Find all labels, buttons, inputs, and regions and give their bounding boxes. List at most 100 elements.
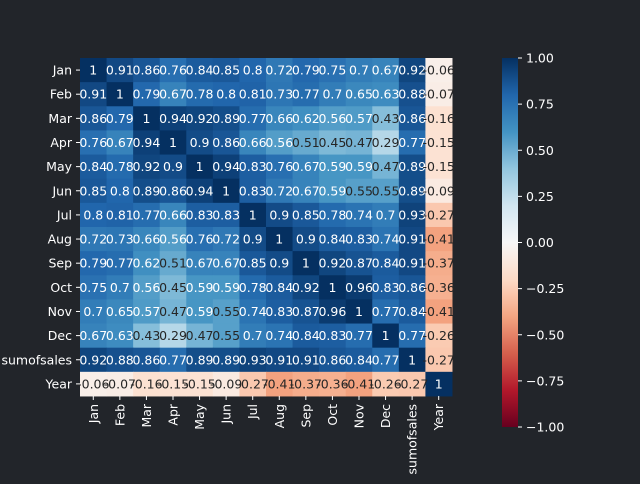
cell-value-label: -0.41 [423,232,455,247]
cell-value-label: 1 [355,304,363,319]
cell-value-label: 0.67 [79,328,107,343]
cell-value-label: 0.57 [345,111,373,126]
cell-value-label: 0.88 [106,352,134,367]
cell-value-label: 0.67 [106,135,134,150]
heatmap-cells [80,58,452,396]
y-axis: JanFebMarAprMayJunJulAugSepOctNovDecsumo… [1,63,80,392]
x-tick-label: Aug [272,404,287,428]
cell-value-label: 0.56 [265,135,293,150]
cell-value-label: 0.91 [106,63,134,78]
cell-value-label: 0.59 [186,280,214,295]
cell-value-label: 0.77 [292,87,320,102]
cell-value-label: 0.84 [292,328,320,343]
cell-value-label: 0.77 [159,352,187,367]
y-tick-label: Feb [50,87,72,102]
cell-value-label: 0.91 [292,352,320,367]
cell-value-label: 0.86 [133,352,161,367]
colorbar-tick-label: 1.00 [526,51,554,66]
cell-value-label: 1 [435,376,443,391]
cell-value-label: 0.62 [133,256,161,271]
cell-value-label: 0.76 [159,63,187,78]
cell-value-label: 0.51 [159,256,187,271]
cell-value-label: 0.81 [239,87,267,102]
cell-value-label: 1 [382,328,390,343]
cell-value-label: 0.73 [106,232,134,247]
cell-value-label: 0.62 [292,111,320,126]
cell-value-label: 0.63 [106,328,134,343]
cell-value-label: 0.73 [265,87,293,102]
cell-value-label: 0.83 [372,280,400,295]
cell-value-label: 0.72 [265,183,293,198]
cell-value-label: 0.83 [265,304,293,319]
cell-value-label: 0.91 [265,352,293,367]
cell-value-label: 0.59 [186,304,214,319]
cell-value-label: 0.67 [292,183,320,198]
colorbar: 1.00 0.75 0.50 0.25 0.00 −0.25 −0.50 −0.75 −1.00 [502,51,564,435]
cell-value-label: 0.7 [83,304,103,319]
cell-value-label: 0.94 [212,159,240,174]
cell-value-label: 0.78 [239,280,267,295]
cell-value-label: 0.84 [79,159,107,174]
cell-value-label: 0.84 [345,352,373,367]
cell-value-label: 0.96 [318,304,346,319]
cell-value-label: 0.55 [372,183,400,198]
cell-value-label: 0.78 [318,207,346,222]
colorbar-tick-label: −0.50 [526,327,564,342]
cell-value-label: 0.72 [265,63,293,78]
cell-value-label: -0.06 [423,63,455,78]
cell-value-label: 0.9 [269,207,289,222]
cell-value-label: 0.43 [133,328,161,343]
cell-value-label: 0.89 [212,111,240,126]
cell-value-label: 0.83 [239,183,267,198]
cell-value-label: 1 [328,280,336,295]
cell-value-label: 0.67 [212,256,240,271]
cell-value-label: 0.47 [186,328,214,343]
colorbar-tick-label: 0.00 [526,235,554,250]
y-tick-label: Aug [48,232,72,247]
cell-value-label: 0.72 [212,232,240,247]
cell-value-label: 0.93 [239,352,267,367]
y-tick-label: Apr [50,135,72,150]
cell-value-label: 0.75 [318,63,346,78]
cell-value-label: 0.94 [159,111,187,126]
cell-value-label: 0.67 [372,63,400,78]
cell-value-label: 1 [222,183,230,198]
cell-value-label: 0.86 [212,135,240,150]
cell-value-label: 0.76 [79,135,107,150]
cell-value-label: 0.56 [133,280,161,295]
cell-value-label: 0.65 [106,304,134,319]
cell-value-label: 0.83 [186,207,214,222]
cell-value-label: 0.77 [372,352,400,367]
cell-value-label: 0.45 [318,135,346,150]
cell-value-label: 0.85 [212,63,240,78]
cell-value-label: 0.86 [159,183,187,198]
cell-value-label: 0.83 [345,232,373,247]
cell-value-label: 0.72 [79,232,107,247]
cell-value-label: -0.27 [396,376,428,391]
cell-value-label: 0.59 [318,183,346,198]
y-tick-label: Nov [48,304,73,319]
y-tick-label: Oct [50,280,72,295]
cell-value-label: 0.83 [239,159,267,174]
colorbar-tick-label: 0.75 [526,97,554,112]
cell-value-label: 0.7 [110,280,130,295]
cell-value-label: 0.59 [345,159,373,174]
y-tick-label: May [46,159,72,174]
y-tick-label: Year [45,376,73,391]
cell-value-label: 0.79 [106,111,134,126]
cell-value-label: 0.9 [190,135,210,150]
cell-value-label: 0.8 [243,63,263,78]
cell-value-label: 0.76 [265,159,293,174]
cell-value-label: -0.16 [423,111,455,126]
cell-value-label: 0.89 [186,352,214,367]
cell-value-label: 0.65 [345,87,373,102]
x-tick-label: sumofsales [405,404,420,475]
cell-value-label: 0.55 [345,183,373,198]
cell-value-label: 0.77 [239,111,267,126]
cell-value-label: 0.85 [239,256,267,271]
cell-value-label: -0.15 [423,159,455,174]
x-axis: Jan Feb Mar Apr May Jun Jul Aug Sep Oct Nov Dec sumo… [86,396,446,475]
cell-value-label: 0.92 [292,280,320,295]
cell-value-label: 0.74 [239,304,267,319]
